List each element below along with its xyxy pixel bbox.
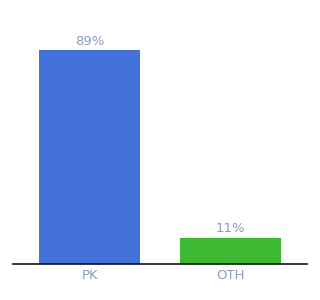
Text: 11%: 11%: [215, 222, 245, 235]
Text: 89%: 89%: [75, 35, 105, 48]
Bar: [180, 238, 281, 264]
Bar: [39, 50, 140, 264]
